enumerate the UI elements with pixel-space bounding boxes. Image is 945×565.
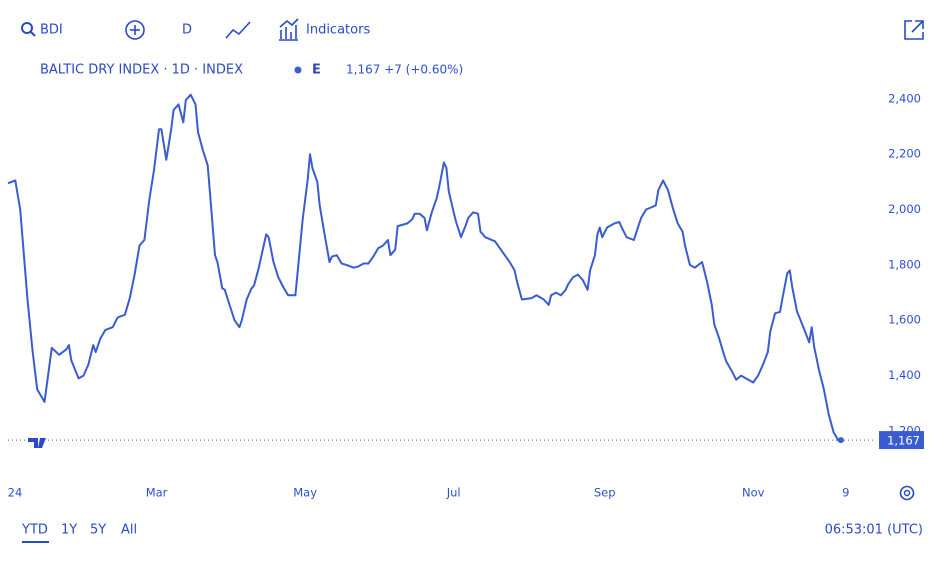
search-icon (21, 22, 33, 34)
gear-icon (903, 489, 911, 497)
last-price-label: 1,167 (887, 434, 920, 448)
interval[interactable]: D (182, 23, 192, 38)
settings-button[interactable] (899, 485, 915, 501)
chart-style-button[interactable] (225, 21, 251, 39)
y-tick-label: 2,200 (888, 147, 921, 161)
quote: 1,167 +7 (+0.60%) (346, 63, 463, 77)
search-button[interactable]: BDI (21, 22, 63, 38)
chart-title: BALTIC DRY INDEX · 1D · INDEX (40, 63, 243, 78)
last-point (837, 437, 844, 444)
y-tick-label: 1,400 (888, 368, 921, 382)
x-tick-label: Mar (146, 486, 168, 500)
range-button[interactable]: 1Y (61, 523, 77, 538)
gear-icon (899, 485, 915, 501)
x-tick-label: May (293, 486, 317, 500)
indicators-icon (279, 18, 299, 41)
indicators-label[interactable]: Indicators (306, 23, 370, 38)
legend-marker: E (312, 63, 321, 78)
price-line (7, 93, 842, 442)
range-button[interactable]: 5Y (90, 523, 106, 538)
y-tick-label: 2,400 (888, 91, 921, 105)
x-tick-label: 24 (8, 486, 23, 500)
range-button[interactable]: All (121, 523, 137, 538)
clock: 06:53:01 (UTC) (825, 523, 923, 538)
x-tick-label: Jul (446, 486, 461, 500)
compare-button[interactable] (125, 20, 145, 40)
plus-icon (125, 20, 145, 40)
search-icon (30, 31, 36, 37)
indicators-button[interactable]: Indicators (279, 18, 370, 41)
x-tick-label: Sep (594, 486, 616, 500)
fullscreen-button[interactable] (904, 20, 924, 40)
x-tick-label: Nov (742, 486, 765, 500)
y-tick-label: 1,800 (888, 257, 921, 271)
y-tick-label: 2,000 (888, 202, 921, 216)
x-tick-label: 9 (842, 486, 849, 500)
last-price-box (879, 431, 924, 450)
range-button[interactable]: YTD (21, 523, 48, 538)
symbol[interactable]: BDI (40, 23, 63, 38)
y-tick-label: 1,600 (888, 313, 921, 327)
legend-dot (294, 66, 302, 74)
logo (28, 438, 46, 448)
